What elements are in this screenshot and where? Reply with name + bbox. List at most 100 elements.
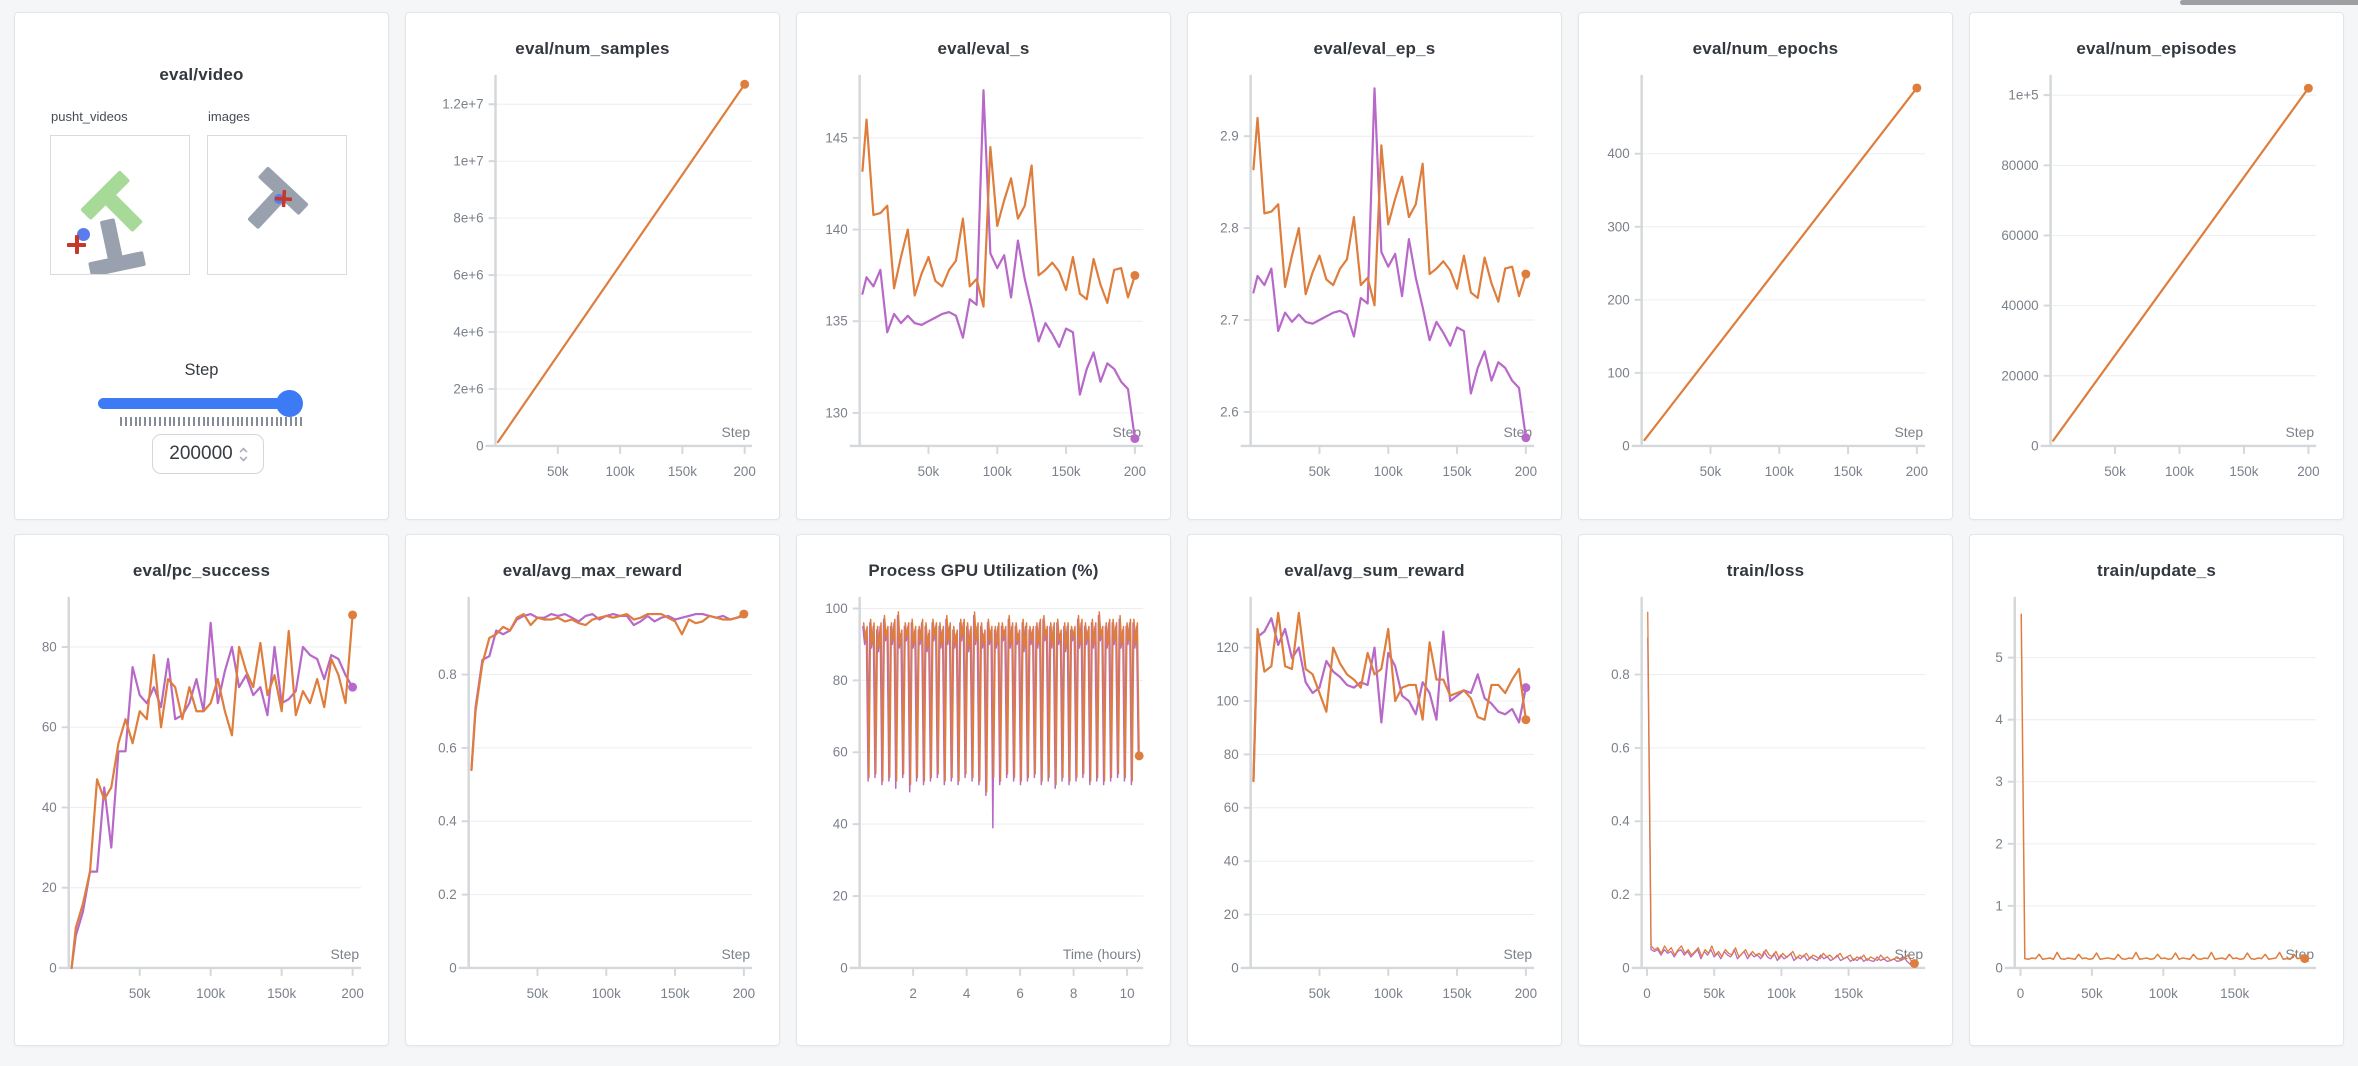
svg-text:0.4: 0.4	[438, 814, 457, 829]
svg-text:Step: Step	[1895, 946, 1924, 962]
step-slider[interactable]	[98, 390, 303, 417]
chart-canvas-eval-avg-max-reward[interactable]: 0 0.2 0.4 0.6 0.8 50k 100k 150k 200 Step	[406, 585, 779, 1023]
chart-canvas-eval-num-samples[interactable]: 0 2e+6 4e+6 6e+6 8e+6 1e+7 1.2e+7 50k 100k 150k 20…	[406, 63, 779, 501]
step-value-input[interactable]: 200000	[152, 434, 264, 474]
svg-text:100k: 100k	[1767, 986, 1796, 1001]
spinner-down-icon[interactable]	[239, 453, 248, 462]
svg-text:0: 0	[2017, 986, 2024, 1001]
svg-text:50k: 50k	[2104, 464, 2126, 479]
svg-text:200: 200	[1607, 292, 1629, 307]
horizontal-scrollbar-thumb[interactable]	[2180, 0, 2358, 5]
chart-canvas-process-gpu-utilization[interactable]: 0 20 40 60 80 100 2 4 6 8 10 Time (hours)	[797, 585, 1170, 1023]
svg-text:100k: 100k	[2149, 986, 2178, 1001]
chart-title: eval/num_samples	[515, 39, 670, 58]
step-slider-label: Step	[184, 361, 219, 379]
svg-text:150k: 150k	[1052, 464, 1081, 479]
svg-text:150k: 150k	[1443, 986, 1472, 1001]
svg-text:140: 140	[825, 222, 847, 237]
svg-text:100k: 100k	[606, 464, 635, 479]
panel-eval-eval-ep-s: eval/eval_ep_s 2.6 2.7 2.8 2.9 50k 100k 150k 20…	[1187, 12, 1562, 520]
svg-text:120: 120	[1216, 640, 1238, 655]
svg-text:40000: 40000	[2001, 298, 2038, 313]
chart-canvas-eval-num-episodes[interactable]: 0 20000 40000 60000 80000 1e+5 50k 100k 150k 200 S…	[1970, 63, 2343, 501]
svg-text:300: 300	[1607, 219, 1629, 234]
svg-text:200: 200	[733, 464, 755, 479]
svg-text:2.8: 2.8	[1220, 221, 1239, 236]
svg-text:4: 4	[1995, 712, 2003, 727]
svg-text:80: 80	[1224, 747, 1239, 762]
chart-canvas-eval-pc-success[interactable]: 0 20 40 60 80 50k 100k 150k 200 Step	[15, 585, 388, 1023]
svg-text:8: 8	[1070, 986, 1077, 1001]
svg-text:0: 0	[49, 960, 56, 975]
svg-text:50k: 50k	[129, 986, 151, 1001]
panel-eval-video: eval/video pusht_videos images Step 2000…	[14, 12, 389, 520]
svg-text:0: 0	[476, 438, 483, 453]
svg-text:10: 10	[1120, 986, 1135, 1001]
svg-text:200: 200	[1906, 464, 1928, 479]
step-value: 200000	[169, 443, 233, 464]
chart-title: eval/pc_success	[132, 561, 271, 580]
svg-text:80: 80	[833, 673, 848, 688]
svg-text:100k: 100k	[1374, 464, 1403, 479]
svg-text:200: 200	[2297, 464, 2319, 479]
panel-eval-eval-s: eval/eval_s 130 135 140 145 50k 100k 150k 200 St…	[796, 12, 1171, 520]
svg-text:50k: 50k	[1700, 464, 1722, 479]
svg-text:2.7: 2.7	[1220, 312, 1239, 327]
svg-text:1e+7: 1e+7	[453, 154, 483, 169]
svg-text:40: 40	[42, 800, 57, 815]
panel-eval-num-episodes: eval/num_episodes 0 20000 40000 60000 80000 1…	[1969, 12, 2344, 520]
chart-title: train/loss	[1726, 561, 1805, 580]
svg-text:4: 4	[963, 986, 971, 1001]
panel-eval-num-epochs: eval/num_epochs 0 100 200 300 400 50k 100k 150k…	[1578, 12, 1953, 520]
svg-text:0.6: 0.6	[438, 740, 457, 755]
svg-text:Step: Step	[722, 946, 751, 962]
svg-text:40: 40	[1224, 854, 1239, 869]
svg-text:Step: Step	[1895, 424, 1924, 440]
svg-text:20: 20	[833, 889, 848, 904]
panel-train-loss: train/loss 0 0.2 0.4 0.6 0.8 0 50k 100k 150k Step	[1578, 534, 1953, 1046]
video-panel-title: eval/video	[159, 65, 244, 84]
images-thumbnail[interactable]	[207, 135, 347, 275]
svg-text:50k: 50k	[1703, 986, 1725, 1001]
pusht-video-thumbnail[interactable]	[50, 135, 190, 275]
svg-text:3: 3	[1995, 774, 2002, 789]
svg-text:0.8: 0.8	[438, 667, 457, 682]
svg-text:6e+6: 6e+6	[453, 268, 483, 283]
svg-text:80: 80	[42, 639, 57, 654]
step-slider-thumb[interactable]	[276, 390, 303, 417]
chart-canvas-train-update-s[interactable]: 0 1 2 3 4 5 0 50k 100k 150k Step	[1970, 585, 2343, 1023]
chart-title: train/update_s	[2097, 561, 2216, 580]
svg-text:150k: 150k	[267, 986, 296, 1001]
number-spinner-icon[interactable]	[239, 447, 248, 462]
chart-title: eval/num_epochs	[1692, 39, 1839, 58]
svg-text:20: 20	[42, 880, 57, 895]
svg-text:135: 135	[825, 314, 847, 329]
svg-text:100: 100	[825, 601, 847, 616]
media-label-images: images	[208, 109, 250, 124]
svg-text:200: 200	[733, 986, 755, 1001]
svg-text:Step: Step	[2286, 424, 2315, 440]
chart-canvas-eval-avg-sum-reward[interactable]: 0 20 40 60 80 100 120 50k 100k 150k 200 Step	[1188, 585, 1561, 1023]
svg-text:2: 2	[909, 986, 916, 1001]
svg-text:0.2: 0.2	[438, 887, 457, 902]
svg-text:0: 0	[1231, 960, 1238, 975]
chart-canvas-eval-eval-s[interactable]: 130 135 140 145 50k 100k 150k 200 Step	[797, 63, 1170, 501]
svg-text:2e+6: 2e+6	[453, 381, 483, 396]
chart-canvas-eval-num-epochs[interactable]: 0 100 200 300 400 50k 100k 150k 200 Step	[1579, 63, 1952, 501]
chart-canvas-eval-eval-ep-s[interactable]: 2.6 2.7 2.8 2.9 50k 100k 150k 200 Step	[1188, 63, 1561, 501]
svg-text:0.2: 0.2	[1611, 887, 1630, 902]
svg-text:145: 145	[825, 130, 847, 145]
svg-text:Step: Step	[1504, 946, 1533, 962]
svg-text:150k: 150k	[668, 464, 697, 479]
svg-text:50k: 50k	[2081, 986, 2103, 1001]
svg-text:50k: 50k	[1309, 986, 1331, 1001]
svg-text:1.2e+7: 1.2e+7	[442, 97, 483, 112]
svg-text:0.4: 0.4	[1611, 814, 1630, 829]
svg-text:150k: 150k	[2220, 986, 2249, 1001]
svg-text:400: 400	[1607, 146, 1629, 161]
chart-canvas-train-loss[interactable]: 0 0.2 0.4 0.6 0.8 0 50k 100k 150k Step	[1579, 585, 1952, 1023]
images-block-t-shape	[231, 166, 309, 244]
panel-train-update-s: train/update_s 0 1 2 3 4 5 0 50k 100k 150k Step	[1969, 534, 2344, 1046]
